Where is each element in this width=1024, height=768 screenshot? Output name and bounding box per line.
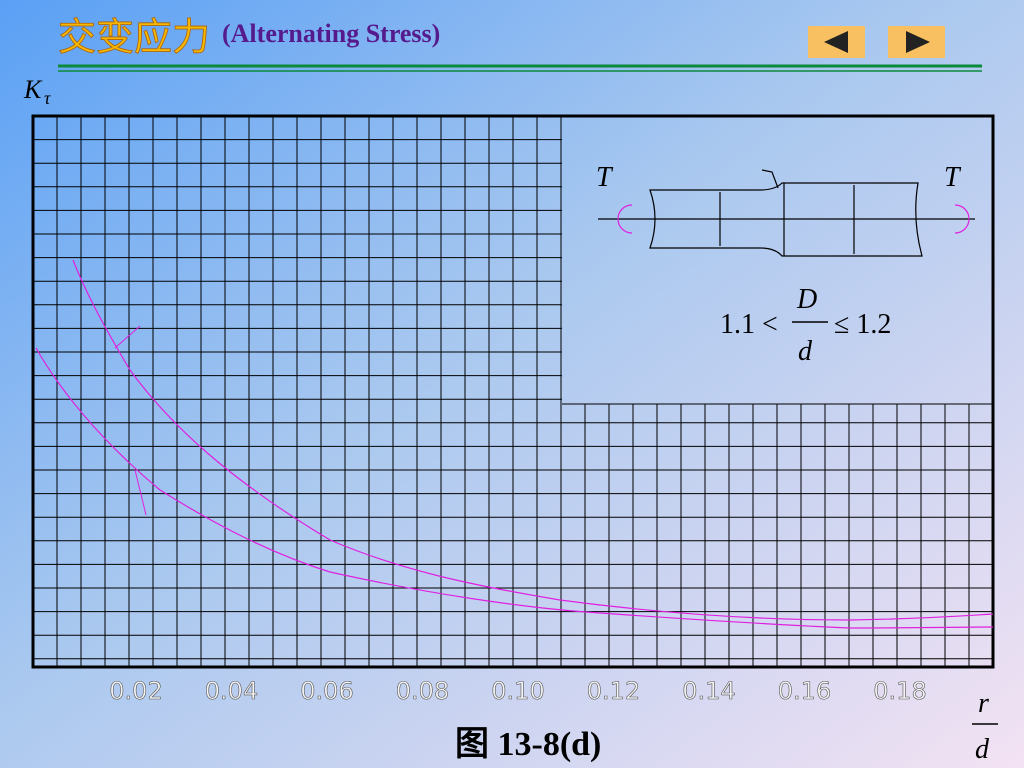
next-button[interactable] xyxy=(888,26,945,58)
x-tick-label: 0.08 xyxy=(396,677,449,705)
x-tick-label: 0.16 xyxy=(778,677,831,705)
curve-lower xyxy=(35,347,994,629)
prev-button[interactable] xyxy=(808,26,865,58)
x-tick-label: 0.10 xyxy=(491,677,544,705)
x-tick-label: 0.06 xyxy=(300,677,353,705)
curve-upper xyxy=(72,259,994,621)
x-label: r xyxy=(978,688,989,719)
torque-label: T xyxy=(596,162,614,193)
caption: 图 13-8(d) xyxy=(455,726,601,763)
x-tick-label: 0.14 xyxy=(682,677,735,705)
title-cn: 交变应力 xyxy=(58,15,210,59)
y-label: K xyxy=(23,75,43,104)
title-en: (Alternating Stress) xyxy=(222,19,440,48)
torque-label: T xyxy=(944,162,962,193)
x-tick-label: 0.04 xyxy=(205,677,258,705)
formula: ≤ 1.2 xyxy=(834,309,891,340)
formula: d xyxy=(798,336,813,367)
x-label: d xyxy=(975,734,990,765)
formula: 1.1 < xyxy=(720,309,778,340)
plot-frame xyxy=(31,114,995,669)
x-tick-label: 0.12 xyxy=(587,677,640,705)
formula: D xyxy=(796,284,817,315)
x-tick-label: 0.02 xyxy=(109,677,162,705)
curve-marker xyxy=(114,325,141,349)
shaft-diagram xyxy=(598,169,975,257)
curve-marker xyxy=(134,469,147,516)
y-label-sub: τ xyxy=(44,88,51,108)
x-tick-label: 0.18 xyxy=(873,677,926,705)
